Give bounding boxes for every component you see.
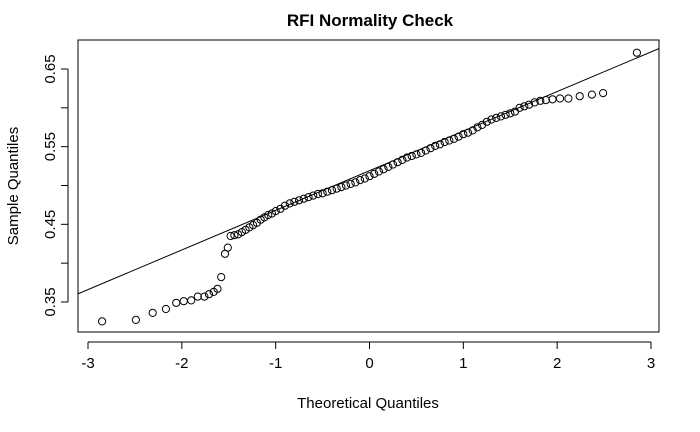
data-point: [223, 243, 232, 252]
data-point: [226, 231, 235, 241]
data-point: [341, 181, 351, 190]
data-point: [271, 207, 280, 216]
data-point: [449, 134, 458, 143]
data-point: [599, 89, 608, 98]
data-point: [280, 201, 290, 210]
data-point: [323, 187, 332, 196]
data-point: [187, 296, 196, 305]
data-point: [213, 284, 222, 293]
data-point: [313, 189, 322, 199]
data-point: [388, 160, 398, 169]
y-tick-label: 0.55: [42, 132, 59, 161]
data-point: [473, 123, 482, 132]
data-point: [536, 96, 545, 105]
data-point: [295, 196, 304, 205]
data-point: [148, 308, 157, 317]
data-point: [564, 94, 573, 103]
data-point: [398, 155, 407, 164]
data-point: [402, 153, 412, 162]
data-point: [515, 103, 524, 112]
x-tick-label: 3: [647, 355, 655, 372]
y-axis-label: Sample Quantiles: [5, 127, 22, 245]
data-point: [393, 158, 402, 167]
data-point: [193, 292, 202, 301]
data-point: [520, 102, 529, 111]
data-point: [459, 130, 468, 139]
data-point: [318, 189, 327, 198]
data-point: [407, 151, 416, 161]
x-tick-label: 1: [459, 355, 467, 372]
y-tick-label: 0.35: [42, 287, 59, 316]
data-point: [587, 90, 597, 99]
x-axis-label: Theoretical Quantiles: [297, 395, 439, 412]
data-point: [431, 141, 440, 150]
x-tick-label: -1: [269, 355, 282, 372]
data-point: [365, 172, 374, 181]
data-point: [217, 273, 226, 282]
data-point: [337, 183, 346, 192]
data-point: [346, 179, 355, 188]
plot-area: [78, 47, 659, 326]
data-point: [285, 199, 294, 208]
data-point: [200, 292, 209, 301]
data-point: [309, 191, 318, 200]
data-point: [98, 317, 107, 326]
data-point: [204, 290, 214, 299]
data-point: [230, 231, 239, 240]
data-point: [482, 117, 491, 126]
data-point: [412, 150, 421, 159]
x-tick-label: 2: [553, 355, 561, 372]
data-point: [264, 210, 273, 220]
data-point: [541, 96, 551, 105]
plot-frame: [77, 39, 660, 333]
data-point: [463, 128, 473, 137]
data-point: [454, 132, 463, 141]
reference-line: [78, 47, 659, 295]
data-point: [332, 184, 341, 193]
x-axis: -3 -2 -1 0 1 2 3: [81, 341, 655, 372]
data-point: [632, 48, 642, 57]
data-point: [379, 165, 388, 174]
data-point: [161, 304, 170, 314]
data-point: [351, 178, 360, 187]
y-tick-label: 0.65: [42, 54, 59, 83]
chart-title: RFI Normality Check: [287, 11, 454, 30]
data-point: [440, 137, 449, 147]
y-tick-label: 0.45: [42, 210, 59, 239]
x-tick-label: -2: [175, 355, 188, 372]
data-point: [374, 167, 383, 176]
data-point: [575, 92, 584, 101]
data-point: [356, 176, 365, 185]
data-point: [506, 109, 515, 118]
data-point: [445, 136, 454, 145]
y-axis: 0.35 0.45 0.55 0.65: [42, 54, 69, 317]
data-point: [555, 94, 565, 103]
data-point: [496, 112, 505, 121]
data-point: [421, 146, 430, 155]
data-point: [327, 186, 337, 195]
data-point: [384, 162, 393, 171]
data-point: [417, 148, 426, 157]
x-tick-label: -3: [81, 355, 94, 372]
data-point: [548, 95, 557, 104]
data-point: [501, 110, 510, 119]
data-point: [435, 140, 444, 149]
data-point: [426, 144, 435, 153]
x-tick-label: 0: [365, 355, 373, 372]
data-point: [370, 169, 379, 178]
data-point: [492, 113, 501, 123]
data-point: [179, 297, 188, 306]
data-point: [360, 174, 369, 183]
data-point: [304, 193, 313, 202]
data-point: [299, 194, 308, 203]
data-point: [131, 315, 140, 324]
data-point: [524, 100, 534, 109]
data-point: [290, 197, 299, 206]
data-point: [530, 98, 539, 107]
data-point: [487, 115, 496, 124]
data-point: [172, 298, 181, 307]
